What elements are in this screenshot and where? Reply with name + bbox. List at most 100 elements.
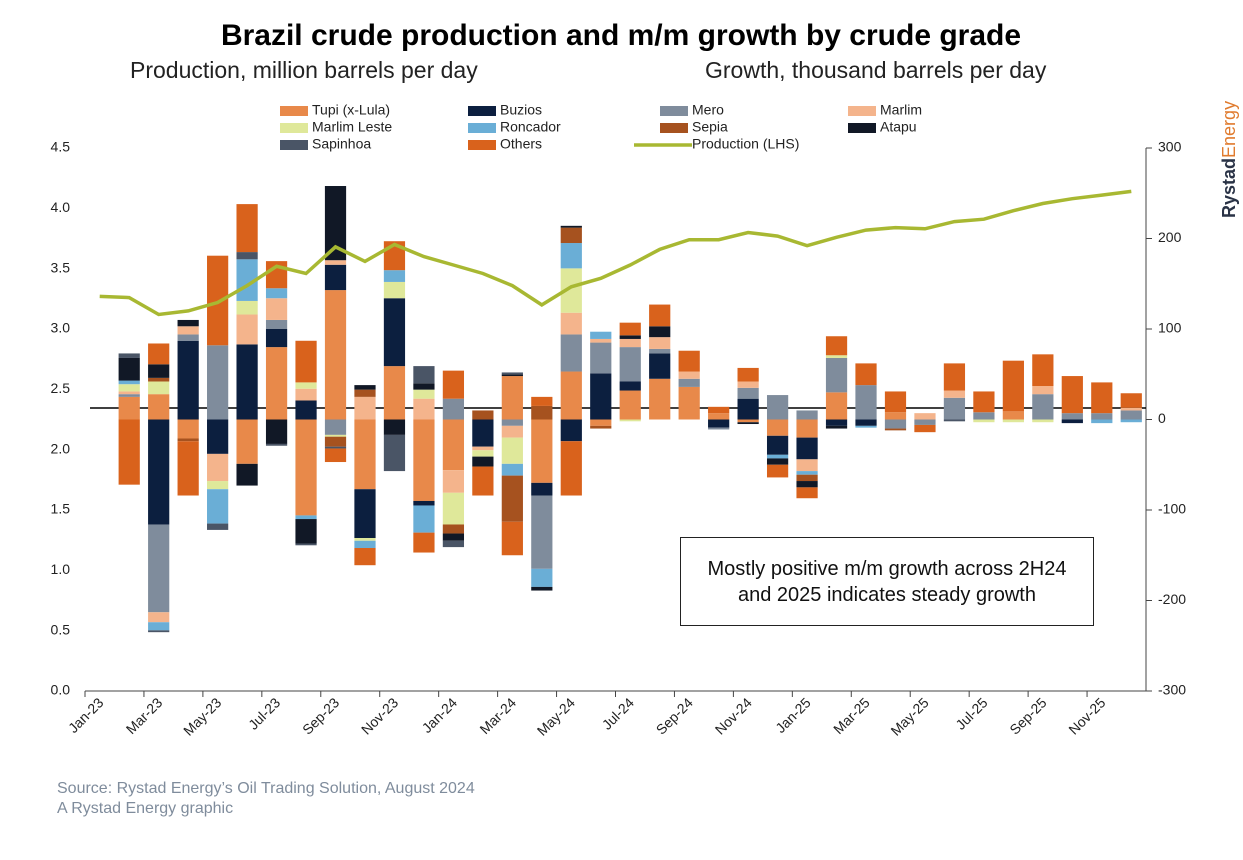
y-axis-label: Production, million barrels per day	[130, 57, 478, 83]
bar-segment	[472, 446, 494, 451]
bar-segment	[236, 252, 258, 260]
bar-segment	[737, 398, 759, 420]
y-tick-label: 1.0	[51, 561, 71, 577]
x-tick-label: Jan-24	[419, 694, 461, 736]
y-tick-label: 2.0	[51, 440, 71, 456]
bar-segment	[531, 405, 553, 420]
bar-segment	[295, 543, 317, 546]
bar-segment	[501, 463, 523, 476]
legend-label: Production (LHS)	[692, 136, 799, 152]
bar-segment	[737, 387, 759, 399]
legend-swatch	[280, 106, 308, 116]
bar-segment	[236, 419, 258, 464]
bar-segment	[560, 312, 582, 335]
bar-segment	[413, 398, 435, 420]
bar-segment	[1002, 360, 1024, 412]
bar-segment	[766, 435, 789, 455]
legend-swatch	[280, 123, 308, 133]
y2-tick-label: -100	[1158, 501, 1186, 517]
bar-segment	[855, 363, 877, 386]
legend-label: Buzios	[500, 102, 542, 118]
bar-segment	[177, 441, 199, 496]
bar-segment	[383, 366, 406, 420]
bar-segment	[649, 304, 671, 327]
bar-segment	[118, 419, 140, 485]
bar-segment	[531, 419, 553, 483]
bar-segment	[708, 419, 730, 428]
bar-segment	[324, 264, 347, 291]
x-tick-label: Mar-23	[123, 694, 166, 737]
bar-segment	[148, 364, 170, 378]
bar-segment	[383, 434, 406, 472]
x-tick-label: Nov-25	[1065, 694, 1108, 737]
bar-segment	[590, 425, 612, 429]
bar-segment	[737, 419, 759, 423]
x-tick-label: Jul-23	[245, 694, 283, 732]
bar-segment	[442, 492, 465, 525]
bar-segment	[590, 331, 612, 339]
bar-segment	[472, 456, 494, 467]
bar-segment	[265, 419, 288, 444]
bar-segment	[118, 394, 140, 397]
legend-label: Marlim	[880, 102, 922, 118]
bar-segment	[943, 390, 966, 398]
logo: RystadEnergy	[1219, 101, 1239, 218]
bar-segment	[295, 400, 317, 420]
bar-segment	[295, 515, 317, 520]
bar-segment	[825, 419, 848, 426]
y-tick-label: 4.5	[51, 139, 71, 155]
legend-swatch	[848, 106, 876, 116]
bar-segment	[265, 443, 288, 446]
legend-swatch	[468, 140, 496, 150]
bar-segment	[590, 419, 612, 426]
bar-segment	[413, 505, 435, 533]
bar-segment	[383, 298, 406, 367]
source: Source: Rystad Energy’s Oil Trading Solu…	[57, 780, 475, 797]
bar-segment	[560, 268, 582, 313]
bar-segment	[1061, 376, 1083, 414]
bar-segment	[973, 412, 995, 420]
annotation: Mostly positive m/m growth across 2H24 a…	[680, 537, 1094, 626]
bar-segment	[442, 524, 465, 534]
bar-segment	[914, 419, 936, 425]
bar-segment	[295, 382, 317, 389]
bar-segment	[766, 419, 789, 436]
x-tick-label: Jul-24	[599, 694, 637, 732]
bar-segment	[1032, 354, 1054, 387]
y-tick-label: 2.5	[51, 380, 71, 396]
bar-segment	[207, 481, 229, 490]
y-tick-label: 0.5	[51, 621, 71, 637]
bar-segment	[560, 441, 582, 496]
bar-segment	[442, 533, 465, 541]
legend-label: Marlim Leste	[312, 119, 392, 135]
bar-segment	[678, 350, 700, 372]
bar-segment	[884, 428, 907, 431]
bar-segment	[118, 384, 140, 392]
bar-segment	[501, 374, 523, 377]
bar-segment	[943, 419, 966, 422]
bar-segment	[560, 419, 582, 442]
chart-title: Brazil crude production and m/m growth b…	[221, 19, 1021, 52]
legend-swatch	[660, 123, 688, 133]
y-tick-label: 0.0	[51, 682, 71, 698]
bar-segment	[884, 391, 907, 413]
x-tick-label: Mar-25	[830, 694, 873, 737]
bar-segment	[619, 347, 641, 382]
bar-segment	[501, 372, 523, 375]
bar-segment	[884, 412, 907, 420]
bar-segment	[1032, 419, 1054, 423]
bar-segment	[825, 336, 848, 356]
y2-tick-label: 200	[1158, 229, 1182, 245]
bar-segment	[177, 326, 199, 335]
bar-segment	[236, 344, 258, 420]
bar-segment	[501, 475, 523, 522]
y2-axis-label: Growth, thousand barrels per day	[705, 57, 1047, 83]
bar-segment	[207, 345, 229, 420]
bar-segment	[501, 437, 523, 464]
legend-label: Sapinhoa	[312, 136, 371, 152]
bar-segment	[236, 204, 258, 253]
x-tick-label: Sep-24	[653, 694, 696, 737]
bar-segment	[265, 298, 288, 320]
bar-segment	[207, 523, 229, 530]
